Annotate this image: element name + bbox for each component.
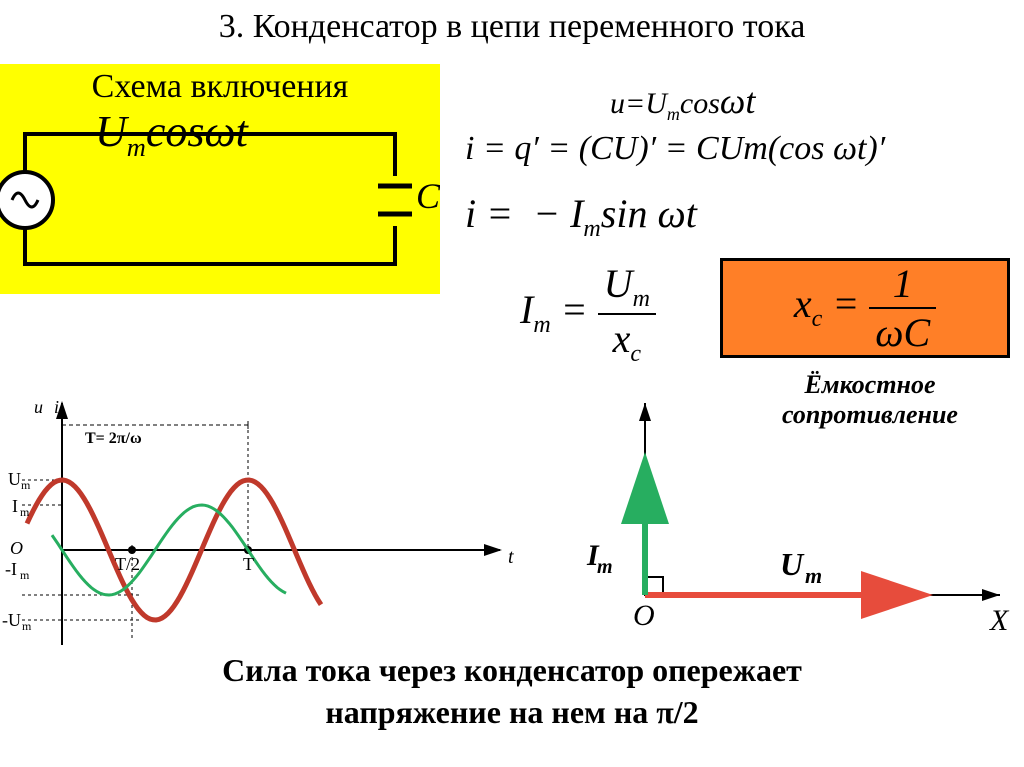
svg-text:t: t [508,546,514,568]
reactance-formula: xc = 1ωC [794,260,936,356]
svg-text:i: i [54,397,59,417]
circuit-panel: Схема включения C [0,64,440,294]
voltage-equation: u=Umcosωt [610,80,755,125]
svg-text:O: O [10,538,23,558]
wave-chart: u i T= 2π/ω Um Im O -Im -Um T/2 T t [0,395,540,655]
svg-text:U: U [8,469,21,489]
svg-text:T: T [243,554,254,574]
amplitude-equation: Im = Umxc [520,260,656,368]
svg-text:T/2: T/2 [115,554,140,574]
svg-text:-I: -I [5,559,17,579]
svg-text:T= 2π/ω: T= 2π/ω [85,430,142,447]
phasor-diagram: O X I m U m [555,395,1024,655]
svg-text:m: m [22,619,32,633]
reactance-box: xc = 1ωC [720,258,1010,358]
svg-text:C: C [416,176,440,216]
svg-text:m: m [20,505,30,519]
circuit-label: Схема включения [0,64,440,106]
svg-text:I: I [12,496,18,516]
page-title: 3. Конденсатор в цепи переменного тока [0,0,1024,46]
svg-text:X: X [989,604,1010,637]
svg-text:m: m [805,563,822,588]
svg-text:u: u [34,397,43,417]
current-derivative-equation: i = q′ = (CU)′ = CUm(cos ωt)′ [465,130,885,168]
svg-text:-U: -U [2,610,21,630]
svg-text:m: m [21,478,31,492]
svg-text:m: m [597,556,613,578]
current-equation: i = − Imsin ωt [465,190,697,243]
conclusion-text: Сила тока через конденсатор опережает на… [0,650,1024,733]
source-formula: Umcosωt [95,106,248,163]
svg-text:O: O [633,599,655,632]
svg-text:m: m [20,568,30,582]
svg-text:U: U [780,546,805,582]
